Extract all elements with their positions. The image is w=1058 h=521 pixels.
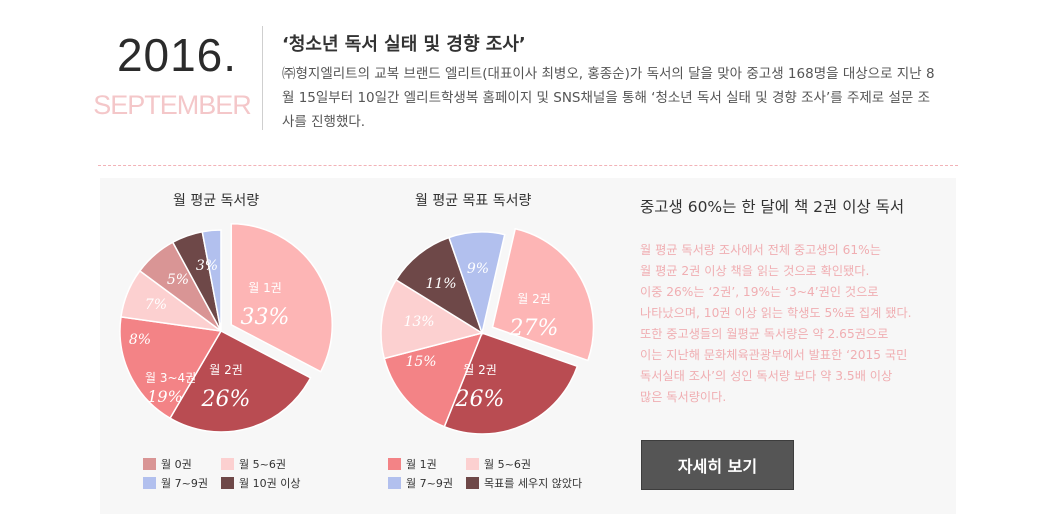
slice-value-label: 26% [455,387,505,412]
pie-slice [395,236,484,335]
slice-value-label: 26% [201,387,251,412]
legend-item: 월 0권 [143,456,192,472]
pie-slice [448,231,506,336]
legend-item: 월 10권 이상 [221,475,300,491]
legend-item: 월 7~9권 [143,475,208,491]
dashed-divider [98,165,958,166]
legend-label: 월 7~9권 [406,477,453,490]
legend-swatch [143,477,156,489]
legend-item: 월 1권 [388,456,437,472]
slice-value-label: 15% [405,354,436,370]
legend-item: 월 5~6권 [221,456,286,472]
slice-name-label: 월 3~4권 [145,371,196,385]
year-heading: 2016. [116,29,238,81]
pie-slice [443,332,579,435]
legend-swatch [388,477,401,489]
legend-label: 월 1권 [406,458,437,471]
legend-label: 월 10권 이상 [239,477,301,490]
slice-value-label: 11% [425,276,456,292]
survey-title: ‘청소년 독서 실태 및 경향 조사’ [282,34,526,55]
pie-slice [380,278,484,360]
chart1-title: 월 평균 독서량 [173,193,260,209]
summary-line: 월 평균 2권 이상 책을 읽는 것으로 확인됐다. [640,264,870,278]
legend-label: 월 7~9권 [161,477,208,490]
slice-value-label: 33% [241,305,290,330]
summary-title: 중고생 60%는 한 달에 책 2권 이상 독서 [640,198,905,216]
detail-button[interactable]: 자세히 보기 [641,440,794,490]
month-heading: SEPTEMBER [93,90,252,120]
pie-slice [230,223,334,373]
legend-label: 목표를 세우지 않았다 [484,477,583,490]
pie-slice [383,331,484,428]
summary-line: 독서실태 조사’의 성인 독서량 보다 약 3.5배 이상 [640,369,893,383]
summary-line: 많은 독서량이다. [640,390,727,404]
survey-description: ㈜형지엘리트의 교복 브랜드 엘리트(대표이사 최병오, 홍종순)가 독서의 달… [282,66,935,130]
slice-name-label: 월 2권 [209,363,243,377]
slice-value-label: 7% [145,297,167,313]
slice-name-label: 월 2권 [517,292,551,306]
legend-swatch [221,477,234,489]
summary-line: 월 평균 독서량 조사에서 전체 중고생의 61%는 [640,243,881,257]
slice-value-label: 5% [167,272,189,288]
slice-name-label: 월 1권 [248,281,282,295]
legend-item: 월 7~9권 [388,475,453,491]
pie-slice [201,229,222,332]
slice-value-label: 3% [196,258,218,274]
pie-slice [491,227,595,362]
summary-line: 이중 26%는 ‘2권’, 19%는 ‘3~4’권인 것으로 [640,285,879,299]
slice-name-label: 월 2권 [463,363,497,377]
legend-swatch [143,458,156,470]
summary-line: 또한 중고생들의 월평균 독서량은 약 2.65권으로 [640,327,889,341]
header-divider [262,26,263,130]
slice-value-label: 19% [147,387,183,406]
slice-value-label: 9% [467,261,489,277]
legend-item: 목표를 세우지 않았다 [466,475,582,491]
summary-line: 나타났으며, 10권 이상 읽는 학생도 5%로 집계 됐다. [640,306,912,320]
summary-line: 이는 지난해 문화체육관광부에서 발표한 ‘2015 국민 [640,348,908,362]
legend-label: 월 5~6권 [484,458,531,471]
slice-value-label: 13% [403,314,434,330]
pie-slice [169,330,312,433]
slice-value-label: 8% [129,332,151,348]
pie-slice [119,316,223,420]
legend-item: 월 5~6권 [466,456,531,472]
slice-value-label: 27% [509,316,559,341]
legend-swatch [466,458,479,470]
legend-label: 월 5~6권 [239,458,286,471]
legend-swatch [466,477,479,489]
chart2-title: 월 평균 목표 독서량 [415,193,532,209]
legend-label: 월 0권 [161,458,192,471]
legend-swatch [221,458,234,470]
legend-swatch [388,458,401,470]
